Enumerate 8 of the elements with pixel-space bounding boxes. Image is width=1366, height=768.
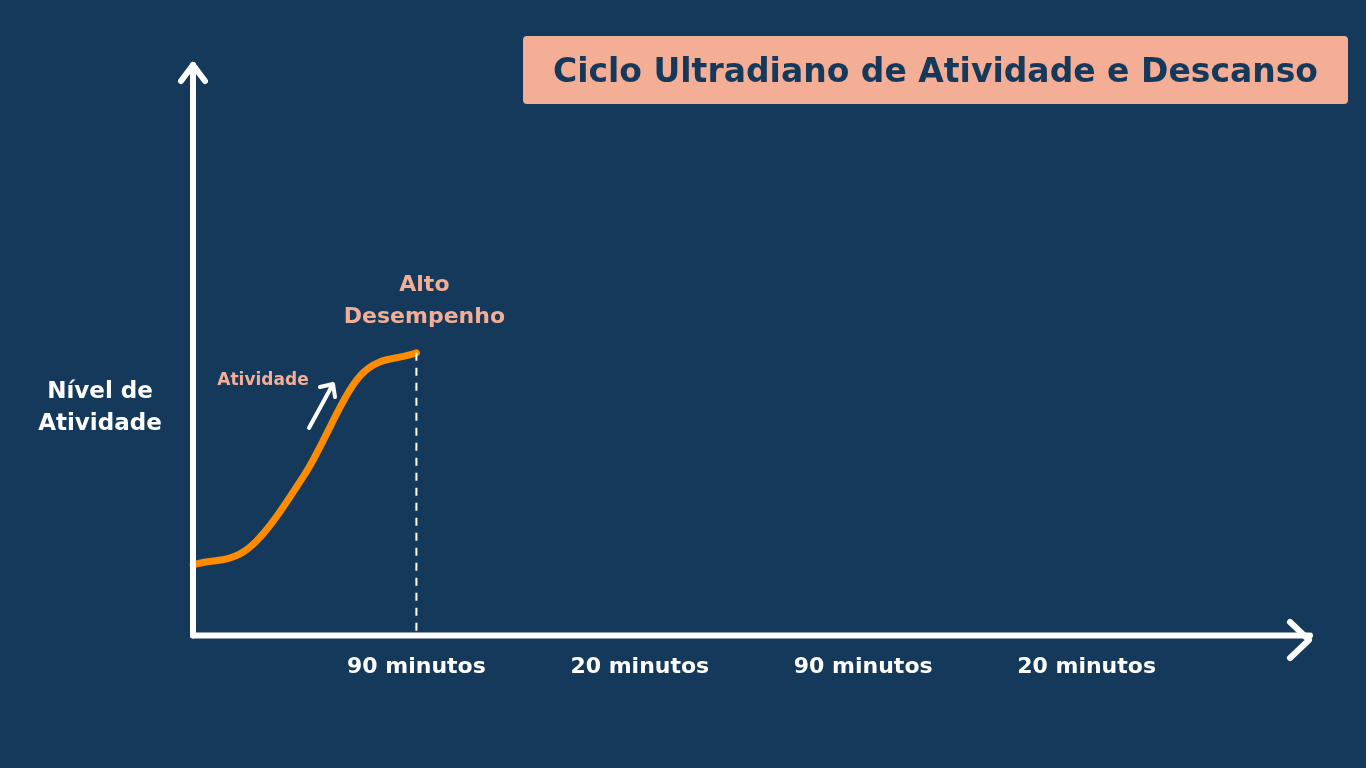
x-tick-label: 20 minutos: [570, 652, 710, 678]
chart-title: Ciclo Ultradiano de Atividade e Descanso: [523, 36, 1348, 104]
x-tick-label: 90 minutos: [793, 652, 933, 678]
x-tick-label: 20 minutos: [1017, 652, 1156, 678]
y-axis-title: Nível de Atividade: [37, 376, 163, 437]
annotation: Atividade: [217, 369, 309, 390]
text: Alto Desempenho: [343, 270, 506, 328]
x-tick-label: 90 minutos: [347, 652, 486, 678]
